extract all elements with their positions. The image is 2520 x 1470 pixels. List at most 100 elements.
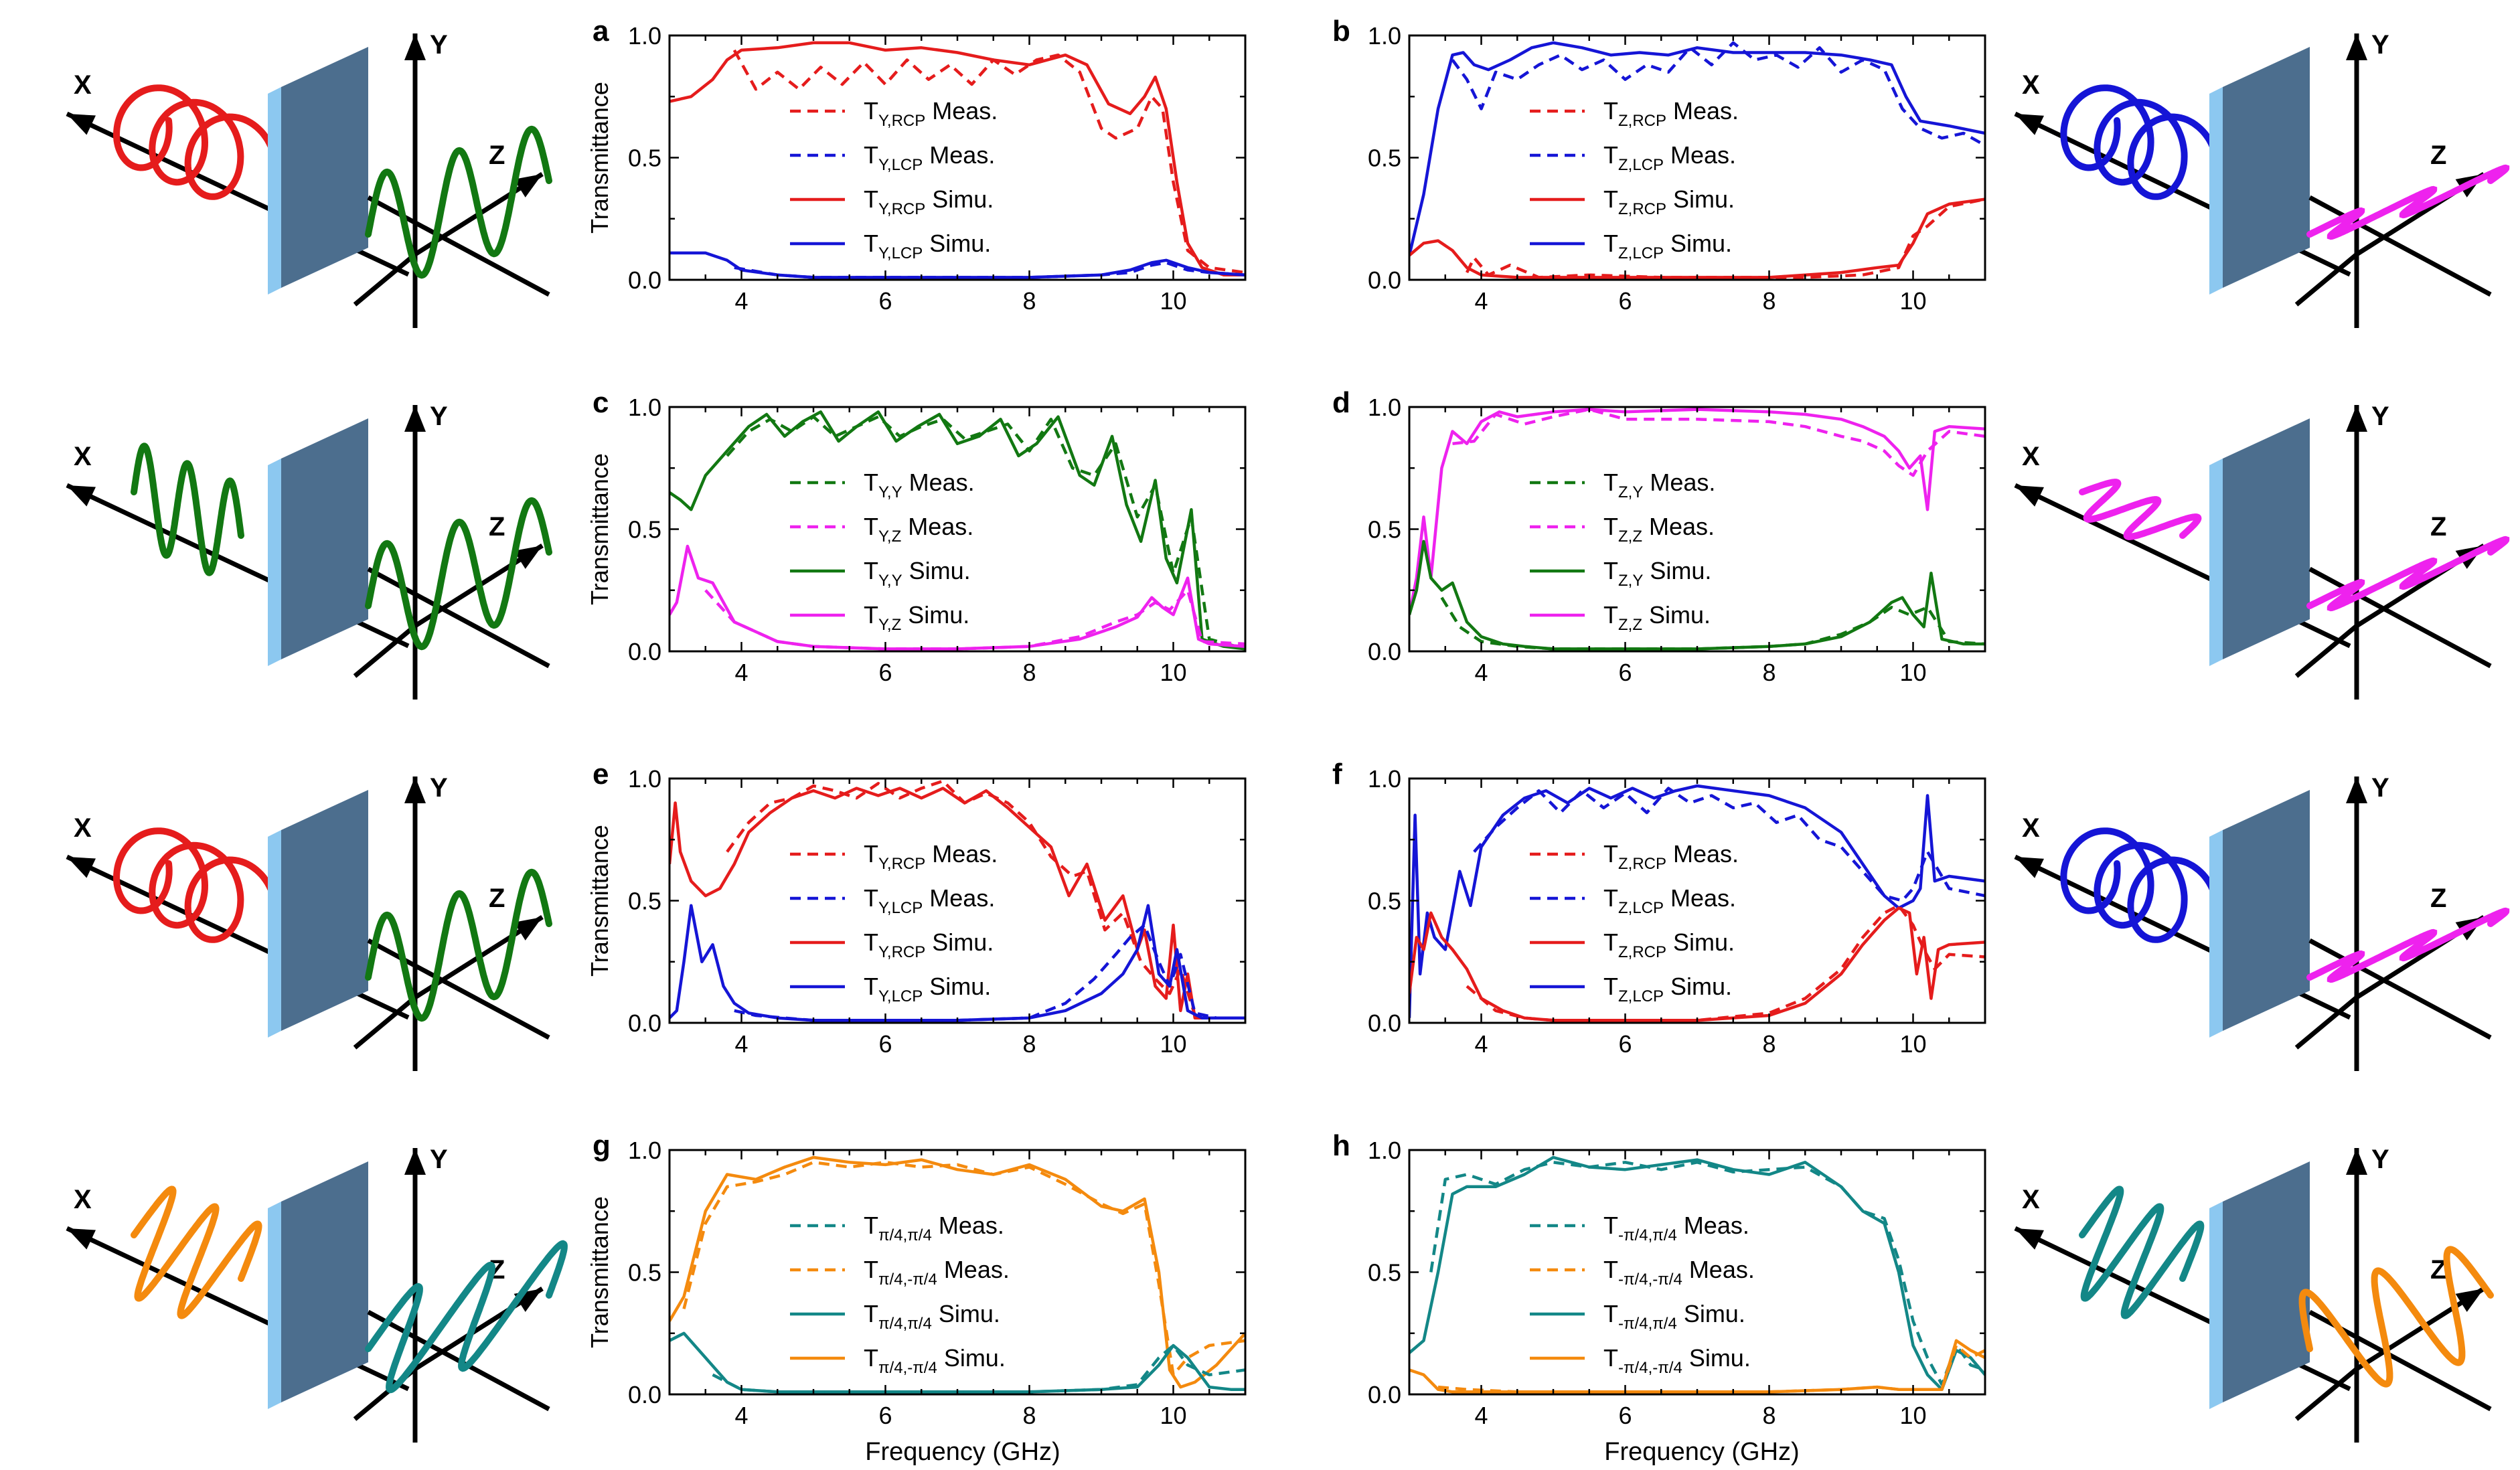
x-tick-label: 4 — [734, 1402, 748, 1429]
legend-label: TY,RCP Meas. — [864, 97, 998, 130]
axis-label-x: X — [74, 813, 92, 843]
x-tick-label: 8 — [1022, 287, 1036, 315]
transmitted-wave-path — [365, 868, 552, 1022]
legend-label: TY,LCP Meas. — [864, 141, 995, 174]
propagation-line — [2308, 195, 2492, 297]
y-tick-label: 0.5 — [628, 888, 661, 915]
propagation-line — [367, 938, 550, 1040]
slab-side — [2209, 87, 2223, 295]
x-tick-label: 8 — [1022, 1402, 1036, 1429]
legend-label: T-π/4,π/4 Simu. — [1603, 1300, 1745, 1333]
legend-label: TZ,Y Simu. — [1603, 557, 1711, 590]
slab-side — [268, 830, 281, 1038]
y-axis-arrow-head — [404, 33, 426, 60]
x-axis-arrow-head — [2015, 857, 2044, 878]
series-line-d-3 — [1440, 596, 1985, 651]
x-tick-label: 8 — [1762, 1030, 1776, 1058]
transmitted-wave-path — [2306, 907, 2510, 983]
x-tick-label: 6 — [878, 1402, 892, 1429]
transmitted-wave — [2306, 536, 2510, 612]
incident-wave-path — [2060, 84, 2221, 200]
schematic-left-row-2: X Y Z — [66, 402, 552, 700]
chart-d: d 4 6 8 10 0.0 0.5 1.0 TZ,Y Meas. TZ,Z Meas. TZ,Y Sim… — [1332, 386, 1986, 686]
x-tick-label: 10 — [1899, 659, 1926, 686]
z-axis-arrow-head — [514, 174, 542, 197]
legend-label: TZ,LCP Simu. — [1603, 973, 1732, 1005]
y-axis-label: Transmittance — [586, 1196, 613, 1348]
x-tick-label: 10 — [1899, 1402, 1926, 1429]
transmitted-wave-path — [2298, 1246, 2494, 1388]
transmitted-wave — [365, 1240, 568, 1394]
x-tick-label: 6 — [878, 1030, 892, 1058]
y-axis-arrow-head — [404, 1148, 426, 1175]
chart-a: a 4 6 8 10 0.0 0.5 1.0 Transmittance TY,RCP Meas. T… — [586, 15, 1247, 315]
axis-label-y: Y — [2371, 1145, 2389, 1174]
legend-label: TY,Y Meas. — [864, 469, 975, 501]
propagation-line — [2308, 566, 2492, 669]
y-tick-label: 1.0 — [1368, 765, 1401, 793]
axis-label-y: Y — [430, 1145, 448, 1174]
chart-f: f 4 6 8 10 0.0 0.5 1.0 TZ,RCP Meas. TZ,LCP Meas. TZ,… — [1332, 758, 1986, 1058]
series-line-b-0 — [1409, 41, 1985, 256]
series-line-h-3 — [1437, 1343, 1985, 1394]
axis-label-z: Z — [2430, 884, 2446, 913]
series-line-f-0 — [1409, 784, 1985, 1018]
schematic-right-row-2: X Y Z — [2014, 402, 2510, 700]
series-line-a-0 — [670, 41, 1245, 276]
incident-wave-path — [112, 84, 279, 200]
legend-label: TZ,LCP Simu. — [1603, 230, 1732, 262]
x-tick-label: 8 — [1762, 659, 1776, 686]
legend-label: Tπ/4,-π/4 Simu. — [864, 1344, 1006, 1377]
legend-label: T-π/4,-π/4 Meas. — [1603, 1256, 1755, 1289]
transmitted-wave — [365, 497, 552, 651]
x-axis-arrow-head — [67, 1228, 96, 1250]
schematic-right-row-1: X Y Z — [2014, 30, 2510, 328]
series-line-b-1 — [1451, 41, 1985, 147]
x-tick-label: 4 — [734, 659, 748, 686]
legend-label: TZ,LCP Meas. — [1603, 884, 1736, 917]
incident-wave-path — [131, 442, 244, 576]
incident-wave — [131, 442, 244, 576]
y-tick-label: 1.0 — [628, 765, 661, 793]
z-axis-back — [2294, 624, 2359, 678]
series-line-g-1 — [682, 1161, 1245, 1377]
slab-side — [268, 1202, 281, 1409]
slab-front — [2223, 1161, 2310, 1402]
axis-label-x: X — [2022, 70, 2040, 100]
y-tick-label: 0.5 — [628, 516, 661, 544]
x-tick-label: 6 — [1618, 287, 1632, 315]
y-tick-label: 0.0 — [1368, 266, 1401, 294]
z-axis-arrow-head — [514, 546, 542, 569]
x-axis-arrow-head — [67, 857, 96, 878]
y-tick-label: 0.0 — [628, 1009, 661, 1037]
x-tick-label: 4 — [734, 287, 748, 315]
axis-label-y: Y — [2371, 773, 2389, 803]
legend-label: TZ,Y Meas. — [1603, 469, 1715, 501]
incident-wave — [112, 827, 279, 943]
transmitted-wave — [2298, 1246, 2494, 1388]
legend-label: TY,LCP Simu. — [864, 230, 991, 262]
slab-front — [2223, 790, 2310, 1031]
z-axis-back — [2294, 1367, 2359, 1421]
x-tick-label: 6 — [1618, 1402, 1632, 1429]
axis-label-x: X — [74, 1185, 92, 1214]
series-line-h-1 — [1429, 1161, 1985, 1386]
y-tick-label: 1.0 — [628, 394, 661, 421]
y-axis-label: Transmittance — [586, 453, 613, 605]
y-axis-arrow-head — [2346, 1148, 2367, 1175]
z-axis-back — [353, 624, 417, 678]
transmitted-wave-path — [365, 497, 552, 651]
y-tick-label: 0.0 — [628, 638, 661, 665]
axis-label-z: Z — [489, 141, 505, 170]
y-tick-label: 0.5 — [628, 1259, 661, 1287]
legend-label: Tπ/4,-π/4 Meas. — [864, 1256, 1010, 1289]
incident-wave-path — [131, 1186, 262, 1319]
x-tick-label: 6 — [1618, 1030, 1632, 1058]
incident-wave — [2079, 1186, 2205, 1319]
panel-label: a — [593, 15, 609, 48]
panel-label: h — [1332, 1129, 1350, 1162]
series-line-e-2 — [670, 904, 1245, 1022]
y-tick-label: 1.0 — [1368, 394, 1401, 421]
z-axis-back — [353, 995, 417, 1050]
y-tick-label: 0.0 — [1368, 1009, 1401, 1037]
